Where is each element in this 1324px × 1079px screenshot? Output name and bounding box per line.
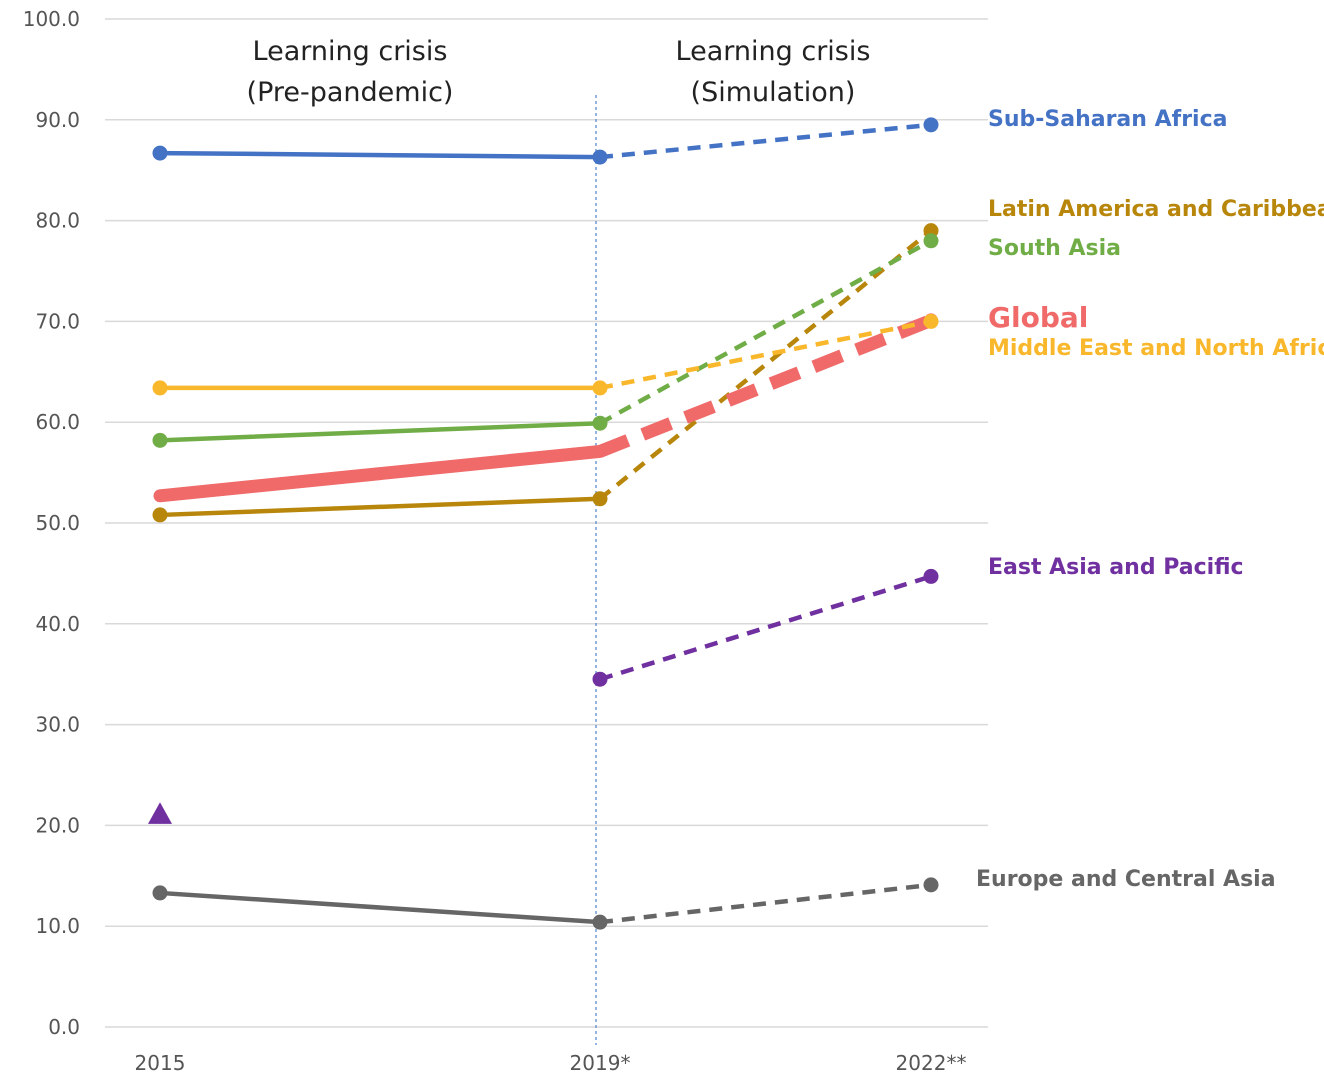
- series-latin-america-and-caribbean: [152, 223, 939, 523]
- series-dashed-segment: [599, 319, 932, 391]
- y-tick-label: 90.0: [35, 108, 80, 132]
- x-axis-tick-labels: 2015 2019* 2022**: [135, 1051, 967, 1075]
- x-tick-label: 2015: [135, 1051, 186, 1075]
- series-label: Middle East and North Africa: [988, 336, 1324, 361]
- data-point: [152, 507, 168, 523]
- series-middle-east-and-north-africa: [152, 313, 939, 396]
- series-dashed-segment: [599, 574, 932, 682]
- data-point: [152, 432, 168, 448]
- series-label: East Asia and Pacific: [988, 555, 1244, 580]
- series-label: Sub-Saharan Africa: [988, 107, 1227, 132]
- annotation-line2: (Pre-pandemic): [247, 77, 454, 108]
- x-tick-label: 2019*: [570, 1051, 631, 1075]
- data-point: [923, 117, 939, 133]
- series-label: Latin America and Caribbean: [988, 197, 1324, 222]
- series-sub-saharan-africa: [152, 117, 939, 165]
- series-dashed-segment: [599, 122, 932, 160]
- annotation-line1: Learning crisis: [676, 36, 871, 67]
- y-tick-label: 20.0: [35, 813, 80, 837]
- series-south-asia: [152, 233, 939, 448]
- series-labels: Sub-Saharan Africa Latin America and Cari…: [976, 107, 1324, 892]
- data-point: [923, 313, 939, 329]
- data-point: [923, 877, 939, 893]
- data-point: [592, 380, 608, 396]
- series-solid-segment: [153, 444, 607, 503]
- series-europe-and-central-asia: [152, 877, 939, 930]
- series-dashed-segment: [598, 238, 933, 426]
- series-east-asia-and-pacific: [148, 568, 939, 824]
- series-solid-segment: [157, 496, 603, 518]
- data-point: [592, 415, 608, 431]
- series-global: [153, 313, 938, 503]
- series-dashed-segment: [598, 228, 933, 501]
- data-point: [592, 914, 608, 930]
- data-point: [923, 568, 939, 584]
- series-label: Global: [988, 301, 1088, 334]
- y-tick-label: 60.0: [35, 410, 80, 434]
- data-point: [152, 380, 168, 396]
- x-tick-label: 2022**: [896, 1051, 967, 1075]
- y-tick-label: 80.0: [35, 209, 80, 233]
- series-dashed-segment: [597, 314, 934, 458]
- data-point: [152, 885, 168, 901]
- series-solid-segment: [157, 420, 603, 443]
- series-solid-segment: [157, 890, 603, 925]
- data-point: [592, 149, 608, 165]
- y-tick-label: 0.0: [48, 1015, 80, 1039]
- data-point: [592, 491, 608, 507]
- data-point-triangle: [148, 802, 172, 824]
- y-tick-label: 100.0: [23, 7, 80, 31]
- y-tick-label: 70.0: [35, 309, 80, 333]
- y-tick-label: 30.0: [35, 713, 80, 737]
- series-solid-segment: [157, 150, 603, 160]
- data-series: [148, 117, 939, 930]
- series-label: Europe and Central Asia: [976, 867, 1276, 892]
- data-point: [152, 145, 168, 161]
- series-label: South Asia: [988, 236, 1121, 261]
- period-annotations: Learning crisis (Pre-pandemic) Learning cr…: [247, 36, 871, 108]
- annotation-line1: Learning crisis: [253, 36, 448, 67]
- annotation-line2: (Simulation): [691, 77, 856, 108]
- y-tick-label: 40.0: [35, 612, 80, 636]
- data-point: [592, 671, 608, 687]
- y-tick-label: 50.0: [35, 511, 80, 535]
- gridlines: [105, 18, 988, 1028]
- y-tick-label: 10.0: [35, 914, 80, 938]
- series-dashed-segment: [599, 882, 932, 925]
- y-axis-tick-labels: 0.0 10.0 20.0 30.0 40.0 50.0 60.0 70.0 80.0 90.0 1…: [23, 7, 80, 1039]
- data-point: [923, 233, 939, 249]
